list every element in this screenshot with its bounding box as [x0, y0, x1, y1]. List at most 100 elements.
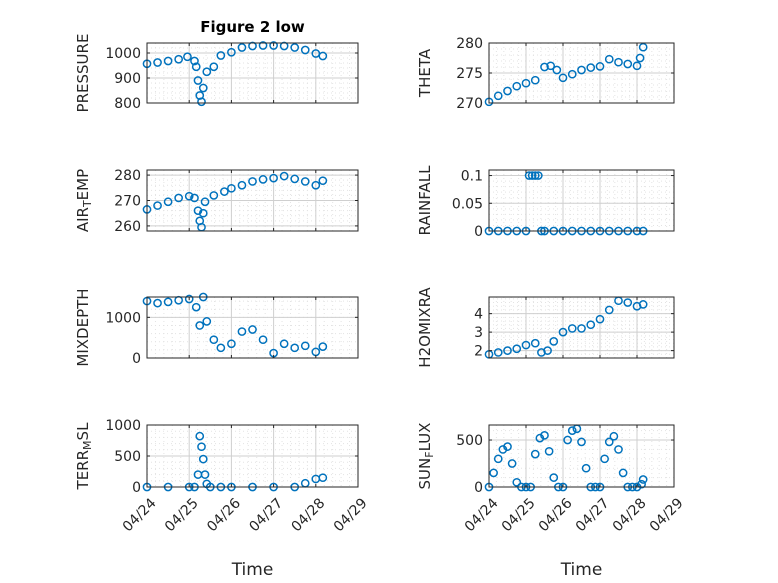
data-point [521, 78, 531, 88]
y-tick-label: 0 [132, 480, 141, 496]
axes-frame [146, 296, 359, 359]
data-point [258, 41, 268, 50]
data-point [200, 470, 210, 479]
data-point [623, 298, 633, 307]
data-point [248, 325, 257, 334]
axes-frame [488, 296, 675, 359]
data-point [577, 324, 586, 333]
y-axis-label: SUNFLUX [416, 423, 436, 490]
data-point [193, 76, 203, 85]
data-point [530, 75, 540, 85]
data-point [198, 83, 208, 93]
data-point [530, 338, 540, 348]
y-tick-label: 800 [114, 96, 141, 112]
y-tick-label: 275 [456, 66, 483, 82]
data-point [546, 61, 556, 71]
data-point [290, 43, 300, 52]
data-point [558, 73, 568, 83]
data-point [311, 180, 321, 190]
data-point [198, 454, 208, 464]
y-tick-label: 280 [114, 168, 141, 184]
y-tick-label: 1000 [105, 310, 141, 326]
data-point [237, 180, 247, 190]
y-tick-label: 260 [114, 219, 141, 235]
data-point [195, 431, 205, 441]
data-point [209, 191, 219, 200]
axes-frame [488, 424, 675, 488]
data-point [153, 201, 162, 210]
data-point [200, 197, 210, 207]
data-point [269, 41, 278, 50]
y-axis-label: H2OMIXRA [416, 287, 434, 368]
data-point [191, 62, 201, 72]
data-point [586, 320, 596, 330]
data-point [530, 171, 540, 180]
data-point [290, 343, 300, 353]
data-point [614, 57, 623, 67]
data-point [163, 56, 173, 66]
data-point [558, 327, 568, 337]
data-point [318, 51, 328, 61]
data-point [279, 339, 289, 349]
data-point [567, 69, 577, 79]
y-tick-label: 900 [114, 71, 141, 87]
data-point [489, 468, 498, 478]
data-point [300, 177, 310, 186]
data-point [227, 47, 236, 57]
data-point [248, 41, 257, 51]
data-point [637, 479, 646, 489]
data-point [544, 446, 554, 456]
axes-frame [488, 169, 675, 232]
data-point [220, 187, 229, 196]
y-tick-label: 4 [474, 307, 483, 323]
panel-h2omixra: 2 3 4 H2OMIXRA [416, 287, 675, 368]
data-point [191, 302, 201, 312]
y-tick-label: 0 [474, 480, 483, 496]
data-point [227, 339, 236, 349]
x-axis-label: Time [231, 560, 274, 580]
y-tick-label: 1000 [105, 418, 141, 434]
data-point [512, 344, 522, 354]
data-point [493, 454, 503, 464]
data-point [227, 183, 236, 193]
data-point [209, 62, 219, 72]
data-point [279, 171, 289, 181]
data-point [300, 341, 310, 351]
y-axis-label: RAINFALL [416, 165, 434, 236]
data-point [618, 468, 628, 478]
data-point [195, 321, 205, 330]
data-point [318, 473, 328, 483]
data-point [567, 324, 577, 333]
data-point [202, 67, 212, 77]
data-point [512, 477, 522, 487]
data-point [632, 61, 642, 71]
data-point [507, 459, 517, 468]
data-point [198, 208, 208, 218]
data-point [524, 171, 534, 180]
data-point [540, 62, 549, 72]
data-point [174, 54, 183, 64]
data-point [533, 171, 543, 180]
data-point [635, 53, 645, 63]
data-point [549, 473, 559, 482]
y-tick-label: 2 [474, 344, 483, 360]
y-tick-label: 0.1 [461, 169, 483, 185]
data-point [503, 86, 512, 96]
y-tick-label: 500 [456, 433, 483, 449]
data-point [521, 340, 531, 350]
data-point [563, 435, 572, 445]
data-point [604, 437, 614, 447]
data-point [577, 65, 586, 75]
y-axis-label: MIXDEPTH [74, 288, 92, 366]
data-point [638, 42, 648, 52]
data-point [600, 454, 609, 464]
data-point [237, 43, 247, 52]
panel-mixdepth: 0 1000 MIXDEPTH [74, 288, 359, 367]
y-tick-label: 3 [474, 325, 483, 341]
data-point [174, 193, 183, 203]
data-point [209, 335, 219, 345]
data-point [638, 300, 648, 309]
data-point [503, 346, 512, 355]
data-point [493, 91, 503, 101]
